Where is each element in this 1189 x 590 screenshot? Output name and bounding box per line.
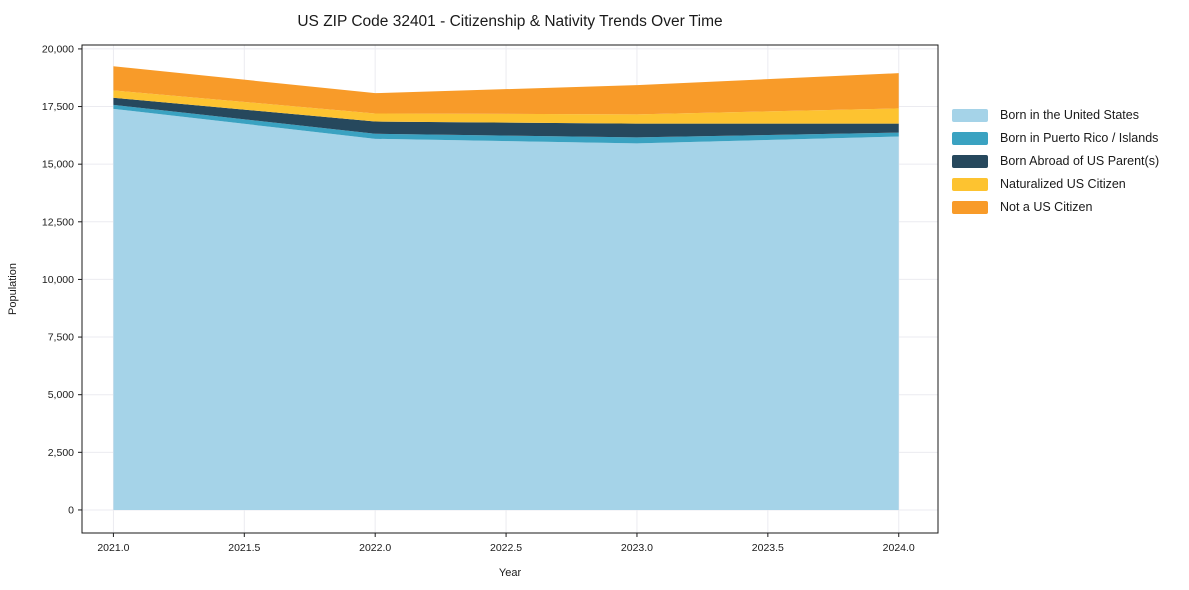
x-tick-label: 2023.0: [621, 542, 653, 554]
y-tick-label: 5,000: [48, 389, 74, 401]
x-tick-label: 2021.5: [228, 542, 260, 554]
y-tick-label: 7,500: [48, 332, 74, 344]
legend-item-naturalized-us-citizen: Naturalized US Citizen: [952, 178, 1159, 191]
stacked-areas: [113, 66, 899, 510]
plot-border: [81, 44, 939, 534]
legend-swatch: [952, 132, 988, 145]
legend-label: Born in the United States: [1000, 108, 1139, 122]
area-born-in-the-united-states: [113, 108, 899, 510]
legend-item-born-in-the-united-states: Born in the United States: [952, 109, 1159, 122]
legend-item-not-a-us-citizen: Not a US Citizen: [952, 201, 1159, 214]
chart-title: US ZIP Code 32401 - Citizenship & Nativi…: [297, 13, 722, 30]
x-axis-label: Year: [499, 567, 522, 579]
legend-swatch: [952, 109, 988, 122]
tick-labels: 2021.0 2021.5 2022.0 2022.5 2023.0 2023.5 2024…: [42, 43, 915, 554]
y-tick-label: 12,500: [42, 216, 74, 228]
x-tick-label: 2022.5: [490, 542, 522, 554]
area-not-a-us-citizen: [113, 66, 899, 115]
legend-swatch: [952, 155, 988, 168]
legend-item-born-abroad-of-us-parent-s: Born Abroad of US Parent(s): [952, 155, 1159, 168]
area-born-abroad-of-us-parent-s: [113, 97, 899, 138]
legend-label: Not a US Citizen: [1000, 200, 1093, 214]
y-axis-label: Population: [7, 263, 19, 315]
x-tick-label: 2022.0: [359, 542, 391, 554]
y-tick-label: 10,000: [42, 274, 74, 286]
x-tick-label: 2021.0: [97, 542, 129, 554]
y-tick-label: 0: [68, 504, 74, 516]
legend-item-born-in-puerto-rico-islands: Born in Puerto Rico / Islands: [952, 132, 1159, 145]
legend-label: Born Abroad of US Parent(s): [1000, 154, 1160, 168]
legend-swatch: [952, 201, 988, 214]
x-tick-label: 2023.5: [752, 542, 784, 554]
legend-label: Born in Puerto Rico / Islands: [1000, 131, 1159, 145]
y-tick-label: 17,500: [42, 101, 74, 113]
legend-label: Naturalized US Citizen: [1000, 177, 1126, 191]
y-tick-label: 15,000: [42, 159, 74, 171]
axis-ticks: [78, 48, 900, 537]
y-tick-label: 2,500: [48, 447, 74, 459]
y-tick-label: 20,000: [42, 43, 74, 55]
area-naturalized-us-citizen: [113, 90, 899, 124]
legend-swatch: [952, 178, 988, 191]
legend: Born in the United States Born in Puerto …: [952, 109, 1159, 224]
x-tick-label: 2024.0: [883, 542, 915, 554]
area-born-in-puerto-rico-islands: [113, 104, 899, 144]
